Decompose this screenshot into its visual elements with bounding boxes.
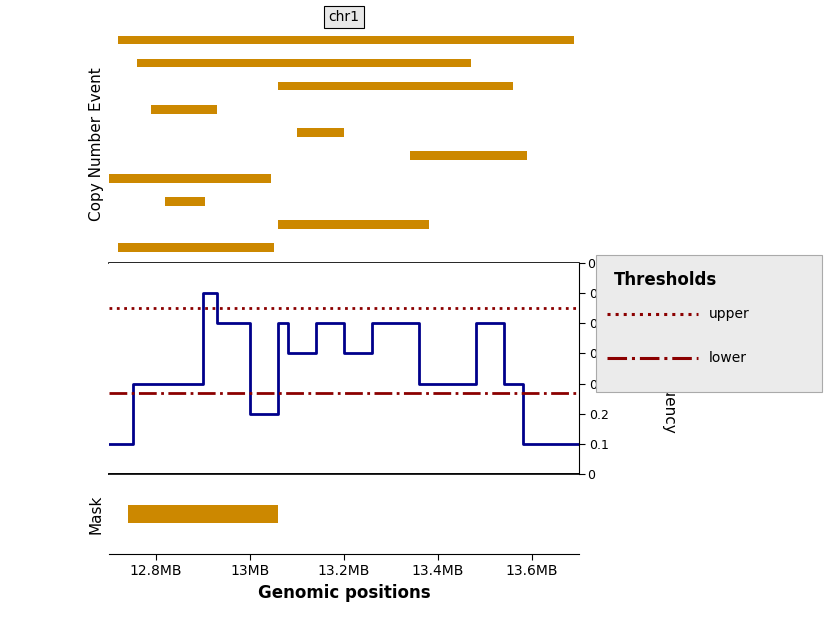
Bar: [128, 504, 279, 523]
Y-axis label: Event Frequency: Event Frequency: [662, 305, 677, 432]
Y-axis label: Mask: Mask: [88, 494, 103, 534]
Text: Thresholds: Thresholds: [614, 271, 717, 289]
Bar: [151, 104, 217, 114]
Text: lower: lower: [709, 351, 747, 364]
Bar: [165, 197, 206, 206]
Bar: [118, 243, 274, 252]
X-axis label: Genomic positions: Genomic positions: [258, 583, 430, 601]
Bar: [138, 58, 471, 67]
Bar: [297, 128, 344, 137]
Y-axis label: Copy Number Event: Copy Number Event: [88, 67, 103, 221]
Title: chr1: chr1: [329, 10, 359, 24]
Bar: [109, 174, 271, 183]
Text: upper: upper: [709, 307, 750, 321]
FancyBboxPatch shape: [596, 255, 822, 392]
Bar: [279, 81, 513, 90]
Bar: [118, 35, 574, 44]
Bar: [409, 151, 527, 160]
Bar: [279, 220, 429, 229]
